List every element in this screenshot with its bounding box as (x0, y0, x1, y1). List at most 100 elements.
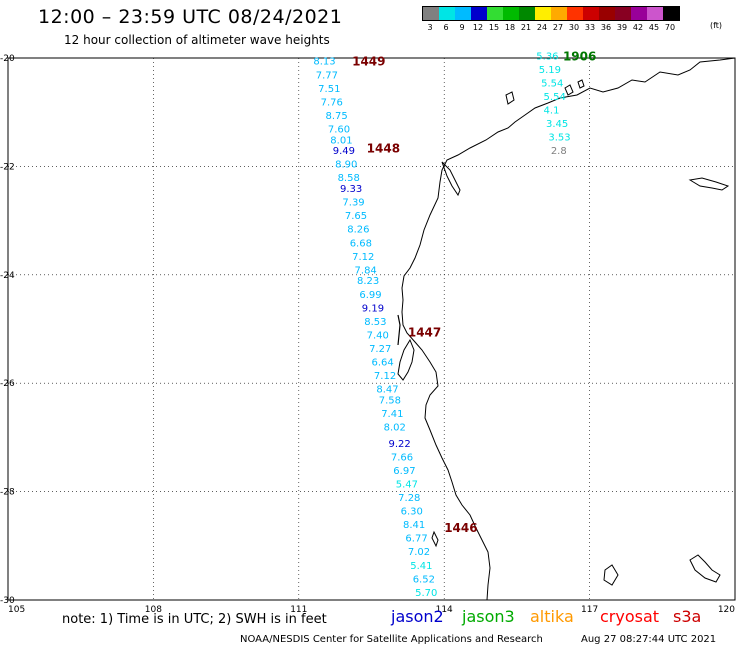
legend-swatch (567, 7, 583, 20)
wave-height-value: 6.30 (401, 507, 423, 518)
wave-height-legend: 3 6 9 12 15 18 21 24 27 30 33 36 39 42 45 70 (ft) (422, 6, 722, 32)
sat-altika: altika (530, 607, 574, 626)
legend-labels: 3 6 9 12 15 18 21 24 27 30 33 36 39 42 45 70 (422, 21, 680, 32)
wave-height-value: 6.99 (359, 290, 381, 301)
legend-swatch (615, 7, 631, 20)
wave-height-value: 7.39 (342, 198, 364, 209)
legend-swatch (439, 7, 455, 20)
sat-cryosat: cryosat (600, 607, 660, 626)
wave-height-values: 8.13 7.77 7.51 7.76 8.75 7.608.019.49 8.90 8.58… (313, 51, 570, 599)
lon-label: 120 (718, 605, 735, 615)
pass-number-label: 1449 (352, 55, 385, 69)
legend-label: 27 (552, 23, 564, 32)
legend-swatch (487, 7, 503, 20)
dirk-hartog-island (397, 314, 401, 346)
wave-height-value: 8.47 (376, 385, 398, 396)
pass-number-label: 1447 (408, 326, 441, 340)
lon-label: 105 (8, 605, 25, 615)
wave-height-value: 5.70 (415, 588, 437, 599)
legend-label: 39 (616, 23, 628, 32)
legend-label: 33 (584, 23, 596, 32)
legend-label: 42 (632, 23, 644, 32)
wave-height-value: 7.02 (408, 547, 430, 558)
pass-labels: 1449 1906 1448 1447 1446 (352, 49, 596, 535)
legend-swatch (551, 7, 567, 20)
wave-height-value: 3.53 (548, 133, 570, 144)
wave-height-value: 6.77 (405, 534, 427, 545)
legend-swatch (647, 7, 663, 20)
wave-height-value: 7.77 (316, 70, 338, 81)
footer-note: note: 1) Time is in UTC; 2) SWH is in fe… (62, 612, 327, 627)
wave-height-value: 9.33 (340, 184, 362, 195)
wave-height-value: 8.13 (313, 57, 335, 68)
wave-height-value: 7.66 (391, 452, 413, 463)
legend-label: 18 (504, 23, 516, 32)
wave-height-value: 3.45 (546, 119, 568, 130)
wave-height-value: 7.76 (321, 97, 343, 108)
legend-swatch (535, 7, 551, 20)
lat-label: -28 (0, 488, 15, 498)
lat-label: -30 (0, 596, 15, 606)
lat-label: -22 (0, 162, 15, 172)
wave-height-value: 6.97 (393, 466, 415, 477)
timestamp: Aug 27 08:27:44 UTC 2021 (581, 634, 717, 645)
wave-height-value: 7.51 (318, 84, 340, 95)
legend-label: 6 (443, 23, 449, 32)
shark-bay-peninsula (397, 338, 415, 381)
wave-height-value: 6.52 (413, 574, 435, 585)
wave-height-value: 7.60 (328, 124, 350, 135)
wave-height-value: 6.68 (350, 238, 372, 249)
lon-label: 117 (581, 605, 598, 615)
wave-height-value: 7.84 (355, 265, 377, 276)
legend-label: 12 (472, 23, 484, 32)
wave-height-value: 7.40 (367, 330, 389, 341)
lat-label: -20 (0, 54, 15, 64)
barrow-island (505, 91, 515, 105)
wave-height-value: 2.8 (551, 146, 567, 157)
sat-jason3: jason3 (462, 607, 515, 626)
map-title: 12:00 – 23:59 UTC 08/24/2021 (38, 6, 343, 28)
legend-label: 24 (536, 23, 548, 32)
houtman-abrolhos (431, 530, 439, 548)
pass-number-label: 1906 (563, 49, 596, 63)
lon-label: 108 (145, 605, 162, 615)
lat-label: -24 (0, 271, 15, 281)
pass-number-label: 1446 (444, 521, 477, 535)
wave-height-value: 5.41 (410, 561, 432, 572)
bottom-right-islands (603, 554, 721, 586)
pass-number-label: 1448 (367, 141, 400, 155)
wave-height-value: 7.65 (345, 211, 367, 222)
wave-height-value: 9.19 (362, 303, 384, 314)
wave-height-value: 8.01 (330, 135, 352, 146)
wave-height-value: 7.12 (374, 371, 396, 382)
kimberley-islands (564, 79, 730, 191)
credit: NOAA/NESDIS Center for Satellite Applica… (240, 634, 543, 645)
australia-coastline (401, 57, 736, 601)
wave-height-value: 8.23 (357, 276, 379, 287)
wave-height-value: 9.49 (333, 146, 355, 157)
wave-height-value: 9.22 (388, 439, 410, 450)
legend-swatch (471, 7, 487, 20)
wave-height-value: 8.75 (325, 111, 347, 122)
legend-label: 9 (459, 23, 465, 32)
wave-height-value: 7.27 (369, 344, 391, 355)
legend-label: 45 (648, 23, 660, 32)
wave-height-value: 4.1 (544, 105, 560, 116)
legend-swatch (583, 7, 599, 20)
wave-height-value: 5.54 (541, 78, 563, 89)
lon-label: 111 (290, 605, 307, 615)
lat-label: -26 (0, 379, 15, 389)
legend-unit: (ft) (710, 21, 723, 30)
coastline (397, 57, 736, 601)
sat-s3a: s3a (673, 607, 702, 626)
wave-height-value: 7.28 (398, 493, 420, 504)
sat-jason2: jason2 (391, 607, 444, 626)
exmouth-gulf (441, 161, 461, 197)
legend-label: 3 (427, 23, 433, 32)
legend-label: 36 (600, 23, 612, 32)
legend-label: 15 (488, 23, 500, 32)
legend-swatch (519, 7, 535, 20)
